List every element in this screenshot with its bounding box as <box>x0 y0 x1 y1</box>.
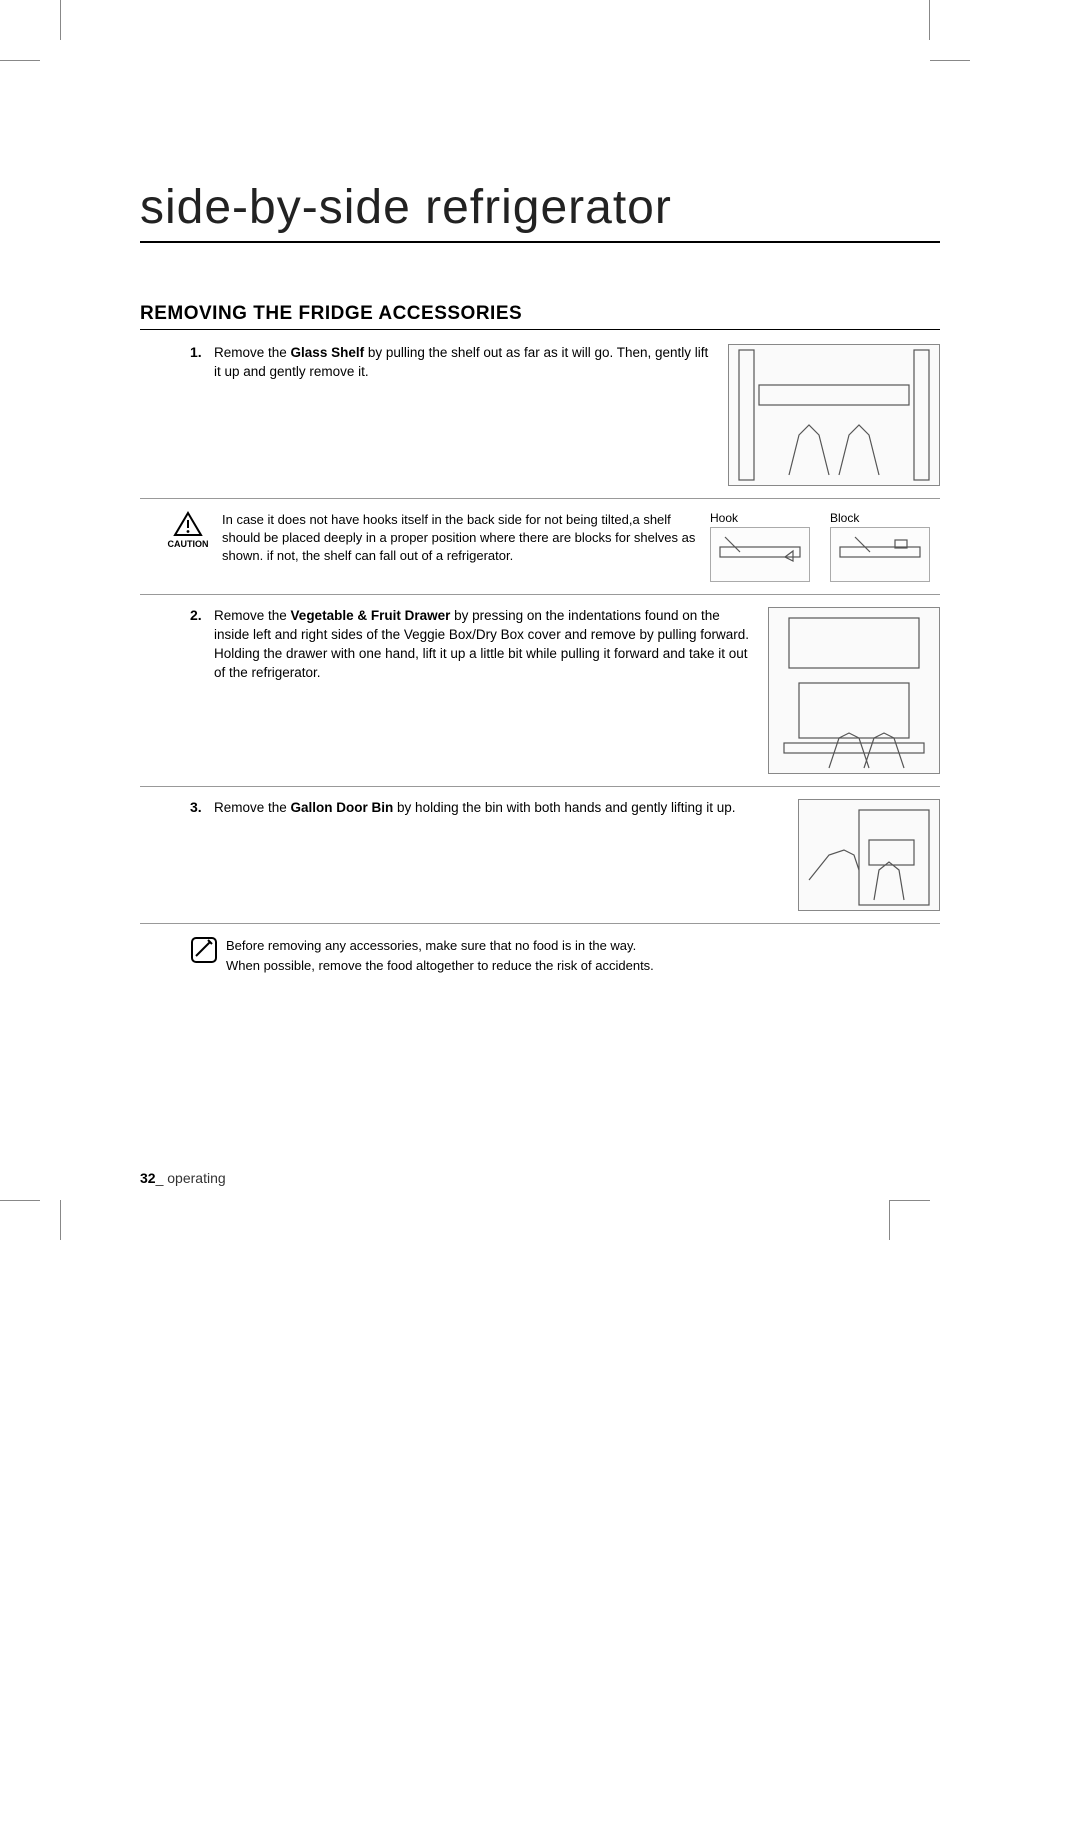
step-number: 2. <box>190 607 214 623</box>
step-text: Remove the Glass Shelf by pulling the sh… <box>214 344 728 382</box>
door-bin-diagram <box>798 799 940 911</box>
hook-diagram <box>710 527 810 582</box>
caution-text: In case it does not have hooks itself in… <box>216 511 710 566</box>
block-label: Block <box>830 511 940 525</box>
caution-block: CAUTION In case it does not have hooks i… <box>140 511 940 595</box>
step-2: 2. Remove the Vegetable & Fruit Drawer b… <box>140 607 940 787</box>
block-diagram <box>830 527 930 582</box>
note-block: Before removing any accessories, make su… <box>140 936 940 975</box>
page-footer: 32_ operating <box>140 1170 226 1186</box>
step-3: 3. Remove the Gallon Door Bin by holding… <box>140 799 940 924</box>
step-number: 3. <box>190 799 214 815</box>
section-title: REMOVING THE FRIDGE ACCESSORIES <box>140 303 940 330</box>
caution-icon: CAUTION <box>160 511 216 549</box>
step-text: Remove the Vegetable & Fruit Drawer by p… <box>214 607 768 683</box>
footer-section: operating <box>167 1170 225 1186</box>
glass-shelf-diagram <box>728 344 940 486</box>
page-number: 32 <box>140 1170 156 1186</box>
drawer-diagram <box>768 607 940 774</box>
note-text: Before removing any accessories, make su… <box>226 936 654 975</box>
step-1: 1. Remove the Glass Shelf by pulling the… <box>140 344 940 499</box>
hook-label: Hook <box>710 511 820 525</box>
step-text: Remove the Gallon Door Bin by holding th… <box>214 799 798 818</box>
step-number: 1. <box>190 344 214 360</box>
page-title: side-by-side refrigerator <box>140 180 940 243</box>
note-icon <box>190 936 218 964</box>
manual-page: side-by-side refrigerator REMOVING THE F… <box>140 180 940 975</box>
hook-block-diagrams: Hook Block <box>710 511 940 582</box>
